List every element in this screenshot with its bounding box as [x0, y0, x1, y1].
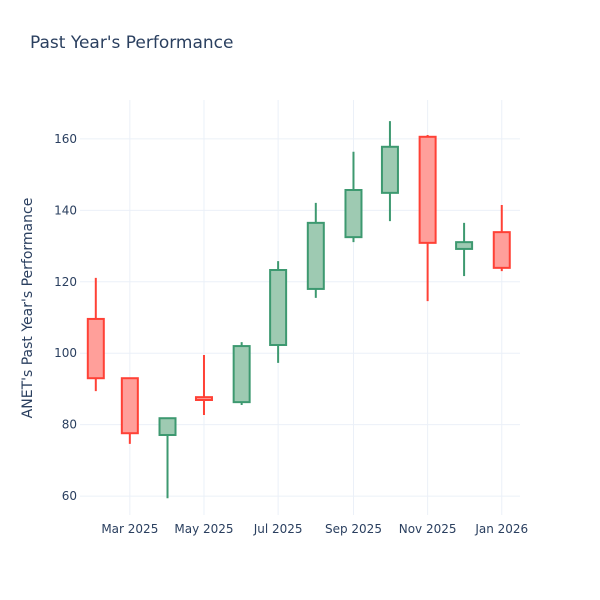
y-tick-label: 140	[54, 203, 77, 217]
candle-body	[232, 345, 251, 404]
candle-increasing	[158, 417, 177, 499]
y-tick-label: 60	[62, 489, 77, 503]
x-tick-label: Jul 2025	[253, 522, 303, 536]
candle-body	[158, 417, 177, 437]
x-tick-label: Sep 2025	[325, 522, 382, 536]
x-tick-label: Nov 2025	[399, 522, 457, 536]
candle-increasing	[306, 202, 325, 298]
x-tick-label: Mar 2025	[101, 522, 158, 536]
x-tick-label: May 2025	[174, 522, 233, 536]
candles	[86, 121, 511, 499]
candle-body	[86, 317, 105, 380]
y-tick-label: 120	[54, 275, 77, 289]
candle-decreasing	[194, 355, 213, 415]
candle-increasing	[344, 151, 363, 243]
candle-body	[269, 269, 288, 346]
x-tick-label: Jan 2026	[474, 522, 528, 536]
candle-decreasing	[86, 277, 105, 392]
candle-body	[344, 189, 363, 239]
candle-decreasing	[418, 135, 437, 302]
y-tick-label: 80	[62, 418, 77, 432]
candle-increasing	[455, 222, 474, 277]
y-tick-label: 160	[54, 132, 77, 146]
candle-decreasing	[492, 205, 511, 272]
gridlines	[80, 100, 520, 515]
candle-body	[492, 231, 511, 269]
axes: 60 80 100 120 140 160 Mar 2025 May 2025 Jul 2025…	[54, 132, 528, 536]
candle-body	[306, 221, 325, 290]
y-axis-label: ANET's Past Year's Performance	[20, 198, 36, 419]
candle-decreasing	[120, 377, 139, 444]
candle-body	[120, 377, 139, 435]
chart-title: Past Year's Performance	[30, 33, 234, 53]
candle-body	[418, 135, 437, 244]
candle-increasing	[269, 261, 288, 363]
candle-increasing	[380, 121, 399, 222]
candle-body	[194, 396, 213, 401]
y-tick-label: 100	[54, 346, 77, 360]
candle-body	[380, 145, 399, 194]
candle-increasing	[232, 342, 251, 405]
candle-body	[455, 241, 474, 250]
